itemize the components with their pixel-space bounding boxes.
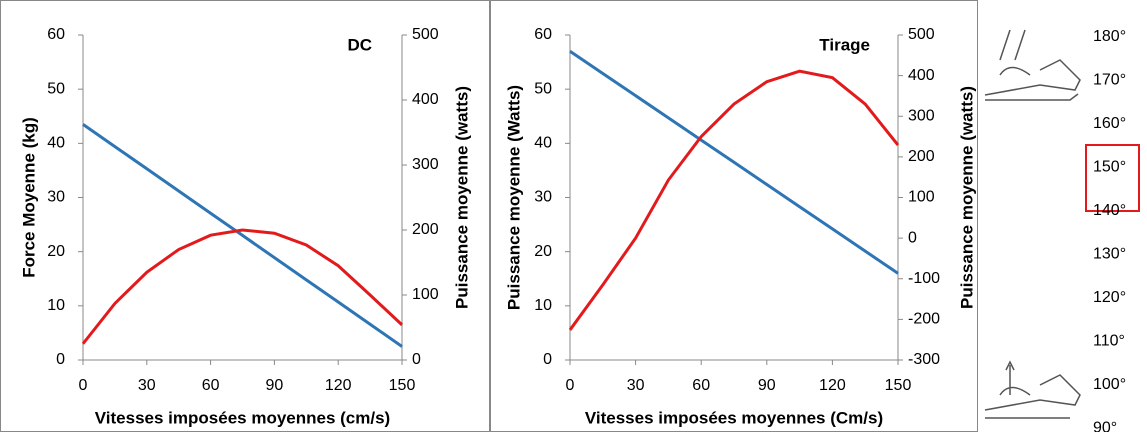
x-tick-label: 60	[202, 377, 220, 394]
y2-tick-label: 100	[412, 286, 439, 303]
y2-tick-label: -200	[908, 311, 940, 328]
angle-label: 110°	[1093, 333, 1125, 350]
y-tick-label: 30	[47, 189, 65, 206]
y2-tick-label: -100	[908, 270, 940, 287]
y2-tick-label: 0	[908, 229, 917, 246]
angle-label: 180°	[1093, 28, 1126, 45]
y2-tick-label: -300	[908, 351, 940, 368]
x-tick-label: 120	[819, 377, 846, 394]
y2-tick-label: 400	[412, 91, 439, 108]
y2-tick-label: 300	[908, 107, 935, 124]
y-tick-label: 30	[534, 189, 552, 206]
y-tick-label: 0	[56, 351, 65, 368]
x-tick-label: 0	[79, 377, 88, 394]
y-tick-label: 0	[543, 351, 552, 368]
y2-axis-label: Puissance moyenne (watts)	[452, 86, 471, 309]
y-axis-label: Force Moyenne (kg)	[19, 117, 38, 278]
series-line	[568, 69, 900, 331]
y2-tick-label: 0	[412, 351, 421, 368]
x-tick-label: 30	[627, 377, 645, 394]
series-line	[81, 228, 404, 345]
highlight-box	[1085, 144, 1140, 212]
series-line	[569, 50, 899, 275]
x-tick-label: 150	[389, 377, 416, 394]
chart-title: DC	[347, 35, 372, 54]
y-tick-label: 10	[534, 297, 552, 314]
x-tick-label: 90	[266, 377, 284, 394]
exercise-icon	[984, 29, 1081, 419]
panel-border	[490, 0, 978, 432]
angle-label: 170°	[1093, 72, 1126, 89]
y2-tick-label: 200	[908, 148, 935, 165]
y-tick-label: 60	[534, 26, 552, 43]
y2-tick-label: 500	[908, 26, 935, 43]
y-tick-label: 20	[47, 243, 65, 260]
y-tick-label: 10	[47, 297, 65, 314]
y2-tick-label: 300	[412, 156, 439, 173]
y-tick-label: 60	[47, 26, 65, 43]
y2-tick-label: 200	[412, 221, 439, 238]
x-axis-label: Vitesses imposées moyennes (Cm/s)	[585, 408, 883, 427]
angle-label: 160°	[1093, 115, 1126, 132]
x-axis-label: Vitesses imposées moyennes (cm/s)	[95, 408, 390, 427]
angle-label: 140°	[1093, 202, 1126, 219]
x-tick-label: 0	[566, 377, 575, 394]
x-tick-label: 60	[692, 377, 710, 394]
x-tick-label: 150	[885, 377, 912, 394]
y-axis-label: Puissance moyenne (Watts)	[504, 85, 523, 310]
chart-title: Tirage	[819, 35, 870, 54]
series-line	[82, 123, 403, 348]
y-tick-label: 50	[47, 80, 65, 97]
y2-tick-label: 100	[908, 189, 935, 206]
y2-axis-label: Puissance moyenne (watts)	[957, 86, 976, 309]
x-tick-label: 30	[138, 377, 156, 394]
y2-tick-label: 400	[908, 67, 935, 84]
y-tick-label: 20	[534, 243, 552, 260]
x-tick-label: 120	[325, 377, 352, 394]
y-tick-label: 50	[534, 80, 552, 97]
angle-label: 150°	[1093, 159, 1126, 176]
angle-label: 120°	[1093, 289, 1126, 306]
x-tick-label: 90	[758, 377, 776, 394]
angle-label: 100°	[1093, 376, 1126, 393]
angle-label: 130°	[1093, 246, 1126, 263]
y-tick-label: 40	[47, 135, 65, 152]
y2-tick-label: 500	[412, 26, 439, 43]
angle-label: 90°	[1093, 420, 1117, 432]
y-tick-label: 40	[534, 135, 552, 152]
